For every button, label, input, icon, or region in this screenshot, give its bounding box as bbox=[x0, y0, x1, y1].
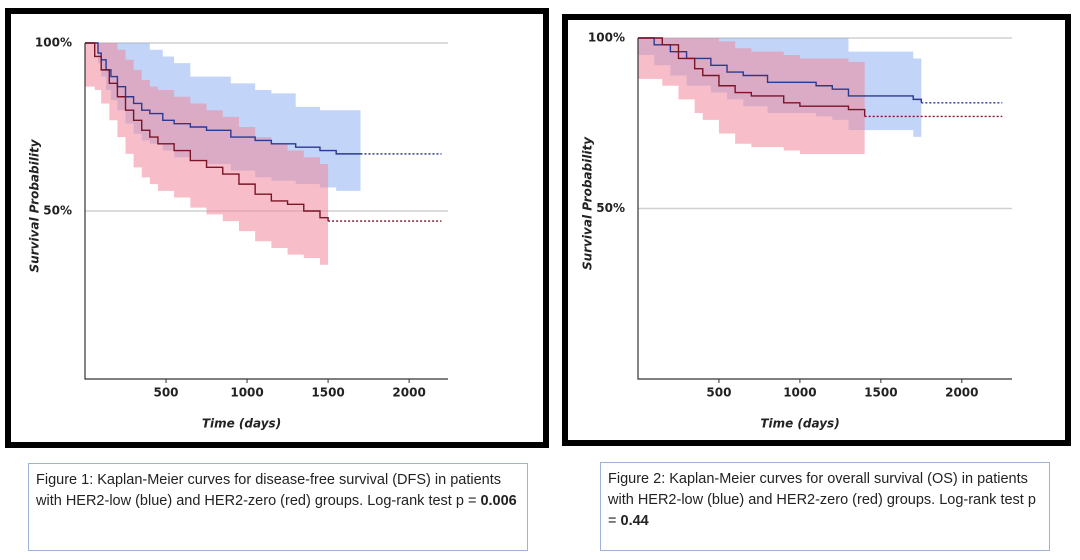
caption: Figure 1: Kaplan-Meier curves for diseas… bbox=[28, 463, 528, 551]
x-tick-label: 1000 bbox=[783, 386, 816, 400]
chart-frame bbox=[5, 8, 549, 448]
survival-curve bbox=[85, 42, 329, 222]
chart-frame bbox=[562, 14, 1071, 446]
y-tick-label: 100% bbox=[588, 31, 625, 45]
survival-curve bbox=[85, 42, 361, 155]
y-tick-label: 100% bbox=[35, 36, 72, 50]
caption-p-value: 0.006 bbox=[480, 493, 517, 509]
x-tick-label: 1500 bbox=[864, 386, 897, 400]
y-axis-label: Survival Probability bbox=[581, 136, 595, 270]
caption-text: Figure 2: Kaplan-Meier curves for overal… bbox=[608, 471, 1036, 529]
x-tick-label: 500 bbox=[153, 386, 178, 400]
x-axis-label: Time (days) bbox=[760, 417, 839, 431]
y-axis-label: Survival Probability bbox=[28, 138, 42, 272]
x-tick-label: 2000 bbox=[945, 386, 978, 400]
caption-p-value: 0.44 bbox=[620, 513, 649, 529]
x-tick-label: 1500 bbox=[311, 386, 344, 400]
axes bbox=[84, 43, 448, 380]
x-tick-label: 500 bbox=[706, 386, 731, 400]
caption-text: Figure 1: Kaplan-Meier curves for diseas… bbox=[36, 472, 501, 509]
confidence-band bbox=[85, 43, 329, 269]
figure: 50% 100% 500 1000 1500 2000 Time (days) Surviva… bbox=[5, 8, 1071, 448]
y-tick-label: 50% bbox=[43, 204, 72, 218]
x-tick-label: 1000 bbox=[230, 386, 263, 400]
survival-curve bbox=[638, 37, 923, 103]
survival-curve bbox=[638, 37, 866, 117]
x-tick-label: 2000 bbox=[392, 386, 425, 400]
x-axis-label: Time (days) bbox=[202, 417, 281, 431]
axes bbox=[637, 38, 1012, 380]
y-tick-label: 50% bbox=[596, 201, 625, 215]
caption: Figure 2: Kaplan-Meier curves for overal… bbox=[600, 462, 1050, 551]
